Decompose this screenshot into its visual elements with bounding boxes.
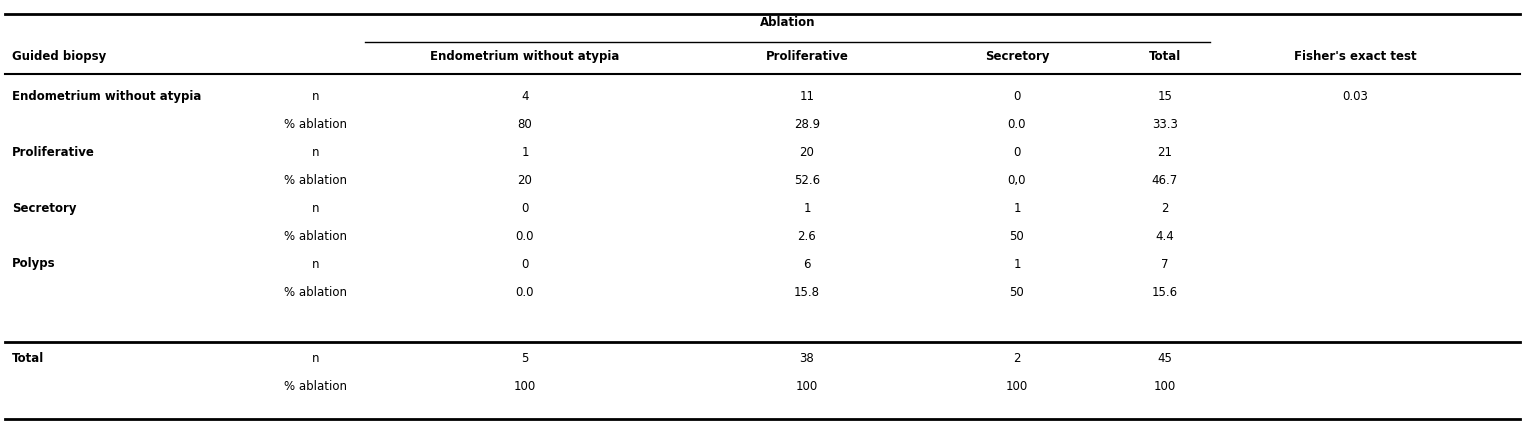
Text: 38: 38 <box>799 352 814 365</box>
Text: Proliferative: Proliferative <box>12 145 95 159</box>
Text: % ablation: % ablation <box>285 285 348 298</box>
Text: 45: 45 <box>1157 352 1173 365</box>
Text: 0,0: 0,0 <box>1007 173 1026 187</box>
Text: 0: 0 <box>522 257 528 271</box>
Text: 0: 0 <box>522 201 528 215</box>
Text: 15: 15 <box>1157 89 1173 103</box>
Text: Proliferative: Proliferative <box>766 50 848 62</box>
Text: 2: 2 <box>1014 352 1021 365</box>
Text: 1: 1 <box>521 145 528 159</box>
Text: 0.03: 0.03 <box>1343 89 1367 103</box>
Text: 1: 1 <box>804 201 811 215</box>
Text: 0: 0 <box>1014 145 1021 159</box>
Text: Secretory: Secretory <box>984 50 1049 62</box>
Text: 50: 50 <box>1009 285 1024 298</box>
Text: 5: 5 <box>522 352 528 365</box>
Text: 7: 7 <box>1160 257 1168 271</box>
Text: 2: 2 <box>1160 201 1168 215</box>
Text: 15.8: 15.8 <box>795 285 821 298</box>
Text: 6: 6 <box>804 257 811 271</box>
Text: 1: 1 <box>1014 201 1021 215</box>
Text: 21: 21 <box>1157 145 1173 159</box>
Text: n: n <box>312 352 320 365</box>
Text: n: n <box>312 145 320 159</box>
Text: 0.0: 0.0 <box>516 229 534 243</box>
Text: % ablation: % ablation <box>285 173 348 187</box>
Text: 100: 100 <box>796 380 818 393</box>
Text: 20: 20 <box>799 145 814 159</box>
Text: Endometrium without atypia: Endometrium without atypia <box>12 89 202 103</box>
Text: 46.7: 46.7 <box>1151 173 1179 187</box>
Text: 0.0: 0.0 <box>1007 117 1026 131</box>
Text: 28.9: 28.9 <box>795 117 821 131</box>
Text: 50: 50 <box>1009 229 1024 243</box>
Text: 1: 1 <box>1014 257 1021 271</box>
Text: Ablation: Ablation <box>759 16 814 28</box>
Text: Secretory: Secretory <box>12 201 77 215</box>
Text: 0.0: 0.0 <box>516 285 534 298</box>
Text: 11: 11 <box>799 89 814 103</box>
Text: Total: Total <box>1148 50 1180 62</box>
Text: Polyps: Polyps <box>12 257 55 271</box>
Text: n: n <box>312 201 320 215</box>
Text: Fisher's exact test: Fisher's exact test <box>1294 50 1416 62</box>
Text: % ablation: % ablation <box>285 229 348 243</box>
Text: 100: 100 <box>514 380 536 393</box>
Text: 20: 20 <box>517 173 533 187</box>
Text: 4.4: 4.4 <box>1156 229 1174 243</box>
Text: 4: 4 <box>521 89 528 103</box>
Text: 100: 100 <box>1006 380 1029 393</box>
Text: 0: 0 <box>1014 89 1021 103</box>
Text: n: n <box>312 257 320 271</box>
Text: 2.6: 2.6 <box>798 229 816 243</box>
Text: Guided biopsy: Guided biopsy <box>12 50 106 62</box>
Text: n: n <box>312 89 320 103</box>
Text: Endometrium without atypia: Endometrium without atypia <box>430 50 620 62</box>
Text: % ablation: % ablation <box>285 117 348 131</box>
Text: Total: Total <box>12 352 44 365</box>
Text: 33.3: 33.3 <box>1151 117 1177 131</box>
Text: 15.6: 15.6 <box>1151 285 1177 298</box>
Text: 52.6: 52.6 <box>795 173 821 187</box>
Text: 100: 100 <box>1154 380 1176 393</box>
Text: 80: 80 <box>517 117 533 131</box>
Text: % ablation: % ablation <box>285 380 348 393</box>
